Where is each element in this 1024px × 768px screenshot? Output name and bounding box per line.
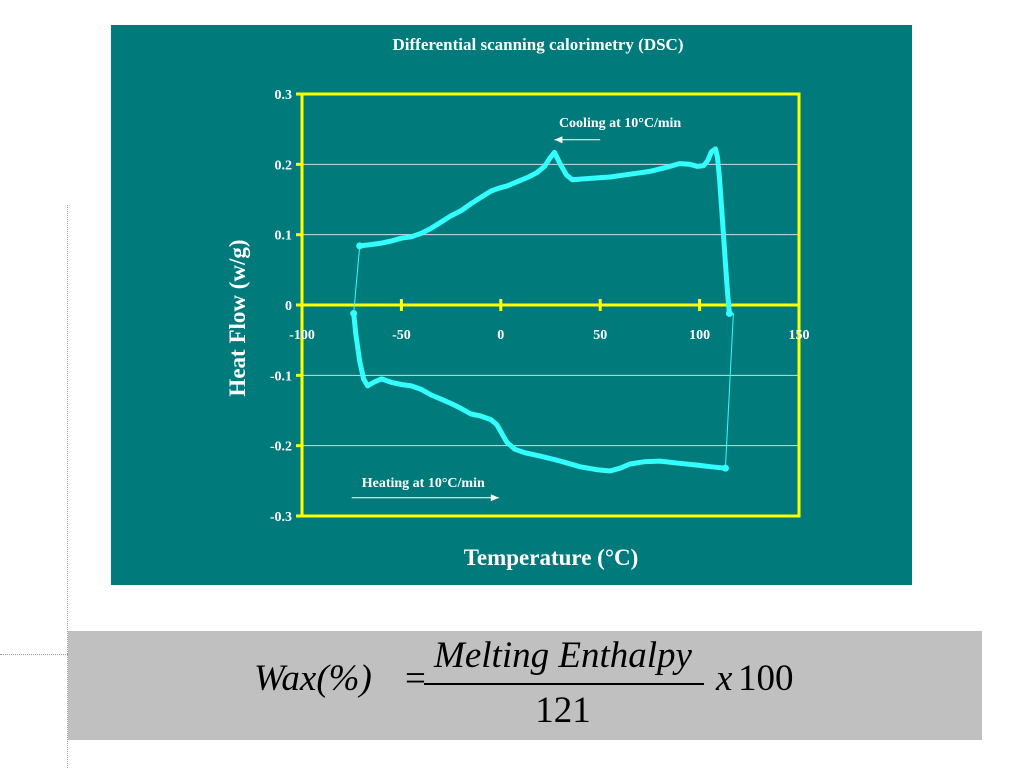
series-connector-right [724, 312, 734, 469]
formula-denominator: 121 [535, 690, 591, 731]
formula-times: x [716, 658, 733, 699]
tick-labels: -100 -50 0 50 100 150 -0.3 -0.2 -0.1 0 0.1 0.2 0.3 [270, 88, 810, 525]
y-tick-label: -0.3 [270, 510, 292, 525]
fraction-bar [424, 683, 704, 685]
dotted-guide-horizontal [0, 654, 70, 655]
data-series [350, 146, 734, 474]
annotation-arrow-head [554, 136, 563, 144]
y-axis-label: Heat Flow (w/g) [225, 239, 250, 396]
y-tick-label: 0.1 [275, 229, 293, 244]
annotation-label: Cooling at 10°C/min [559, 116, 681, 131]
x-tick-label: 50 [593, 328, 607, 343]
formula-numerator: Melting Enthalpy [434, 635, 692, 676]
y-tick-label: 0.2 [275, 158, 293, 173]
x-tick-label: 0 [497, 328, 504, 343]
formula-factor: 100 [738, 658, 794, 699]
formula-equals: = [405, 658, 426, 699]
x-axis-label: Temperature (°C) [464, 545, 639, 570]
x-tick-label: -50 [392, 328, 411, 343]
chart-title: Differential scanning calorimetry (DSC) [393, 35, 684, 54]
axes [296, 92, 801, 518]
dsc-chart: Differential scanning calorimetry (DSC) … [225, 35, 810, 570]
chart-panel: Differential scanning calorimetry (DSC) … [111, 25, 912, 585]
series-cooling [357, 146, 732, 316]
annotations: Cooling at 10°C/min Heating at 10°C/min [351, 116, 681, 502]
formula-band: Wax(%) = Melting Enthalpy 121 x 100 [68, 631, 982, 740]
x-tick-label: 100 [689, 328, 710, 343]
series-endpoint [725, 309, 733, 317]
annotation-arrow-head [490, 494, 499, 502]
series-connector-left [353, 245, 361, 314]
dotted-guide-vertical [67, 205, 68, 768]
y-tick-label: 0 [285, 299, 292, 314]
x-tick-label: -100 [289, 328, 315, 343]
x-tick-label: 150 [789, 328, 810, 343]
formula-lhs: Wax(%) [254, 658, 372, 699]
y-tick-label: 0.3 [275, 88, 293, 103]
annotation-label: Heating at 10°C/min [362, 476, 485, 491]
y-tick-label: -0.1 [270, 369, 292, 384]
series-heating [351, 310, 728, 474]
y-tick-label: -0.2 [270, 440, 292, 455]
